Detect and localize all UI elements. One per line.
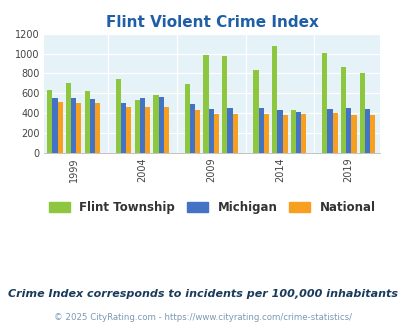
Bar xyxy=(326,109,332,152)
Bar xyxy=(263,114,269,152)
Bar xyxy=(271,46,277,152)
Bar xyxy=(290,110,295,152)
Bar xyxy=(369,115,374,152)
Legend: Flint Township, Michigan, National: Flint Township, Michigan, National xyxy=(44,196,379,219)
Bar xyxy=(253,70,258,152)
Bar xyxy=(139,98,145,152)
Bar xyxy=(364,109,369,152)
Text: Crime Index corresponds to incidents per 100,000 inhabitants: Crime Index corresponds to incidents per… xyxy=(8,289,397,299)
Bar xyxy=(184,84,190,152)
Bar xyxy=(158,97,163,152)
Title: Flint Violent Crime Index: Flint Violent Crime Index xyxy=(106,15,318,30)
Bar xyxy=(208,109,213,152)
Bar xyxy=(153,95,158,152)
Bar xyxy=(121,103,126,152)
Bar xyxy=(163,107,168,152)
Bar xyxy=(58,102,62,152)
Bar xyxy=(190,104,194,152)
Text: © 2025 CityRating.com - https://www.cityrating.com/crime-statistics/: © 2025 CityRating.com - https://www.city… xyxy=(54,313,351,322)
Bar xyxy=(71,98,76,152)
Bar xyxy=(232,114,237,152)
Bar xyxy=(213,114,218,152)
Bar xyxy=(345,108,350,152)
Bar xyxy=(222,56,227,152)
Bar xyxy=(258,108,263,152)
Bar xyxy=(340,67,345,152)
Bar xyxy=(277,110,282,152)
Bar xyxy=(301,114,306,152)
Bar xyxy=(52,98,58,152)
Bar xyxy=(203,55,208,152)
Bar xyxy=(115,80,121,152)
Bar xyxy=(145,107,150,152)
Bar xyxy=(321,53,326,152)
Bar xyxy=(47,90,52,152)
Bar xyxy=(359,74,364,152)
Bar xyxy=(66,83,71,152)
Bar xyxy=(282,115,287,152)
Bar xyxy=(90,99,95,152)
Bar xyxy=(126,107,131,152)
Bar xyxy=(194,110,200,152)
Bar xyxy=(76,103,81,152)
Bar xyxy=(332,113,337,152)
Bar xyxy=(84,91,90,152)
Bar xyxy=(95,103,100,152)
Bar xyxy=(227,108,232,152)
Bar xyxy=(350,115,356,152)
Bar xyxy=(134,100,139,152)
Bar xyxy=(295,112,301,152)
